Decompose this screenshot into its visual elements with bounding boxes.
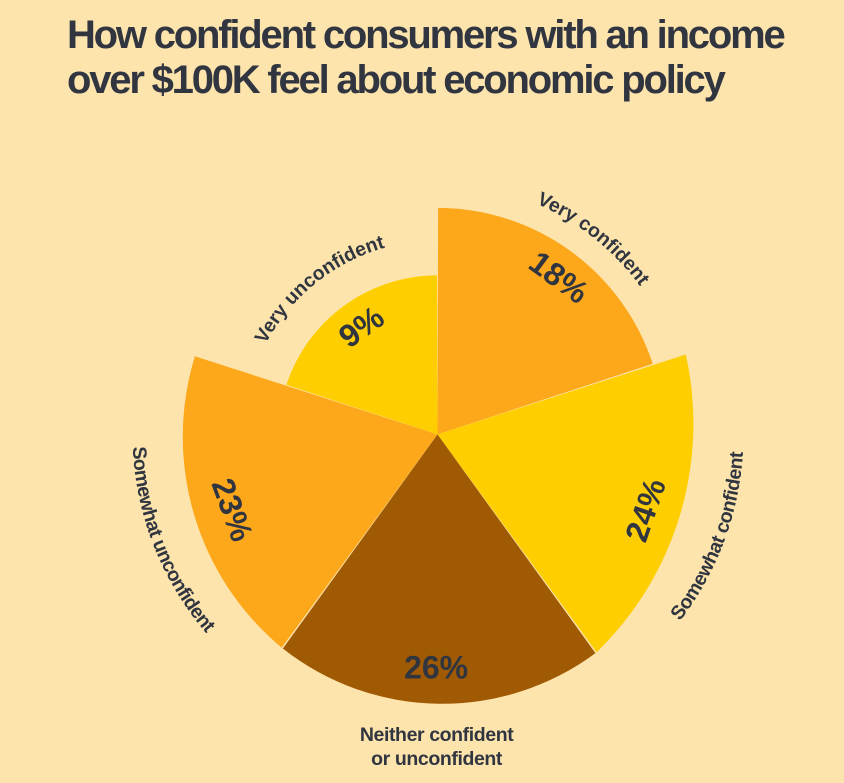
- svg-text:26%: 26%: [404, 650, 468, 686]
- svg-text:Neither confident: Neither confident: [360, 724, 514, 746]
- svg-text:or unconfident: or unconfident: [371, 748, 503, 770]
